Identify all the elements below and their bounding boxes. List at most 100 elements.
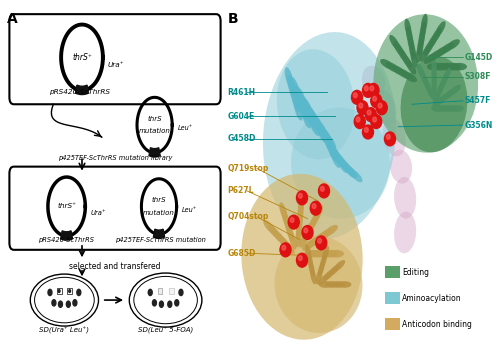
- Ellipse shape: [323, 269, 334, 280]
- Ellipse shape: [280, 202, 287, 221]
- Ellipse shape: [394, 177, 416, 219]
- Ellipse shape: [330, 147, 342, 162]
- Ellipse shape: [350, 169, 362, 182]
- Text: B: B: [228, 12, 238, 26]
- Ellipse shape: [310, 268, 316, 284]
- Circle shape: [359, 103, 363, 108]
- Circle shape: [386, 134, 390, 139]
- Ellipse shape: [408, 34, 414, 53]
- Ellipse shape: [325, 137, 334, 155]
- Ellipse shape: [322, 250, 338, 257]
- Ellipse shape: [273, 230, 285, 244]
- Ellipse shape: [433, 89, 441, 104]
- Ellipse shape: [288, 231, 296, 249]
- Ellipse shape: [303, 225, 313, 241]
- Ellipse shape: [304, 104, 316, 122]
- Ellipse shape: [307, 252, 313, 269]
- Ellipse shape: [282, 240, 294, 254]
- Circle shape: [370, 86, 374, 91]
- Ellipse shape: [334, 151, 344, 167]
- Ellipse shape: [324, 133, 336, 151]
- Circle shape: [372, 117, 376, 122]
- Ellipse shape: [339, 158, 351, 173]
- Ellipse shape: [394, 212, 416, 253]
- Ellipse shape: [344, 163, 355, 178]
- Ellipse shape: [390, 150, 412, 184]
- Ellipse shape: [287, 75, 296, 96]
- Text: SD(Leu⁺ 5-FOA): SD(Leu⁺ 5-FOA): [138, 327, 193, 334]
- Ellipse shape: [334, 152, 346, 167]
- Ellipse shape: [268, 225, 280, 239]
- Text: pRS426-ScThrRS: pRS426-ScThrRS: [38, 237, 94, 243]
- Text: G356N: G356N: [464, 121, 492, 130]
- Ellipse shape: [402, 71, 417, 82]
- Ellipse shape: [421, 14, 428, 33]
- Ellipse shape: [263, 32, 396, 239]
- Ellipse shape: [294, 100, 303, 121]
- Ellipse shape: [301, 96, 312, 115]
- Ellipse shape: [308, 110, 320, 129]
- Text: P627L: P627L: [228, 186, 254, 195]
- Text: p425TEF-ScThrRS mutation library: p425TEF-ScThrRS mutation library: [58, 155, 172, 161]
- Circle shape: [318, 238, 322, 243]
- Ellipse shape: [394, 41, 404, 57]
- Text: S308F: S308F: [464, 72, 491, 81]
- Text: Editing: Editing: [402, 268, 429, 277]
- Ellipse shape: [438, 105, 451, 112]
- Ellipse shape: [308, 236, 322, 247]
- Ellipse shape: [340, 160, 352, 173]
- Ellipse shape: [427, 63, 442, 70]
- Ellipse shape: [298, 197, 304, 216]
- Circle shape: [304, 228, 308, 233]
- Text: Leu⁺: Leu⁺: [178, 125, 192, 131]
- Circle shape: [160, 301, 164, 307]
- Ellipse shape: [432, 76, 437, 93]
- Ellipse shape: [322, 130, 331, 148]
- Bar: [57, 288, 62, 293]
- Text: thrS⁺: thrS⁺: [72, 53, 92, 62]
- Ellipse shape: [296, 228, 302, 247]
- Ellipse shape: [401, 53, 412, 69]
- Polygon shape: [60, 231, 72, 240]
- Ellipse shape: [409, 41, 416, 60]
- Circle shape: [280, 243, 291, 257]
- Ellipse shape: [318, 274, 330, 285]
- Circle shape: [372, 96, 376, 101]
- Ellipse shape: [297, 205, 304, 224]
- Circle shape: [362, 83, 374, 97]
- Bar: [384, 266, 400, 278]
- Circle shape: [66, 301, 70, 307]
- Circle shape: [367, 110, 371, 115]
- Ellipse shape: [432, 84, 437, 101]
- Ellipse shape: [434, 46, 448, 57]
- FancyBboxPatch shape: [10, 14, 220, 104]
- Circle shape: [69, 290, 70, 292]
- Circle shape: [364, 127, 368, 132]
- Ellipse shape: [374, 14, 478, 153]
- Ellipse shape: [308, 260, 314, 277]
- Text: thrS⁺: thrS⁺: [57, 204, 76, 209]
- Circle shape: [296, 253, 308, 267]
- Ellipse shape: [326, 142, 338, 156]
- Circle shape: [77, 289, 81, 296]
- Ellipse shape: [438, 93, 450, 103]
- Text: mutation: mutation: [138, 128, 170, 134]
- Circle shape: [318, 184, 330, 198]
- Ellipse shape: [298, 100, 308, 121]
- Circle shape: [354, 93, 358, 98]
- Ellipse shape: [306, 218, 316, 235]
- Circle shape: [290, 218, 294, 222]
- Ellipse shape: [322, 245, 329, 262]
- Text: R461H: R461H: [228, 88, 256, 97]
- Text: Anticodon binding: Anticodon binding: [402, 320, 472, 329]
- Ellipse shape: [293, 84, 302, 105]
- Ellipse shape: [309, 117, 320, 136]
- Circle shape: [58, 301, 62, 307]
- Circle shape: [384, 132, 396, 146]
- Ellipse shape: [274, 236, 362, 333]
- Text: mutation: mutation: [143, 210, 175, 216]
- Bar: [384, 292, 400, 304]
- Ellipse shape: [452, 63, 467, 70]
- Ellipse shape: [305, 244, 312, 261]
- Ellipse shape: [426, 84, 434, 100]
